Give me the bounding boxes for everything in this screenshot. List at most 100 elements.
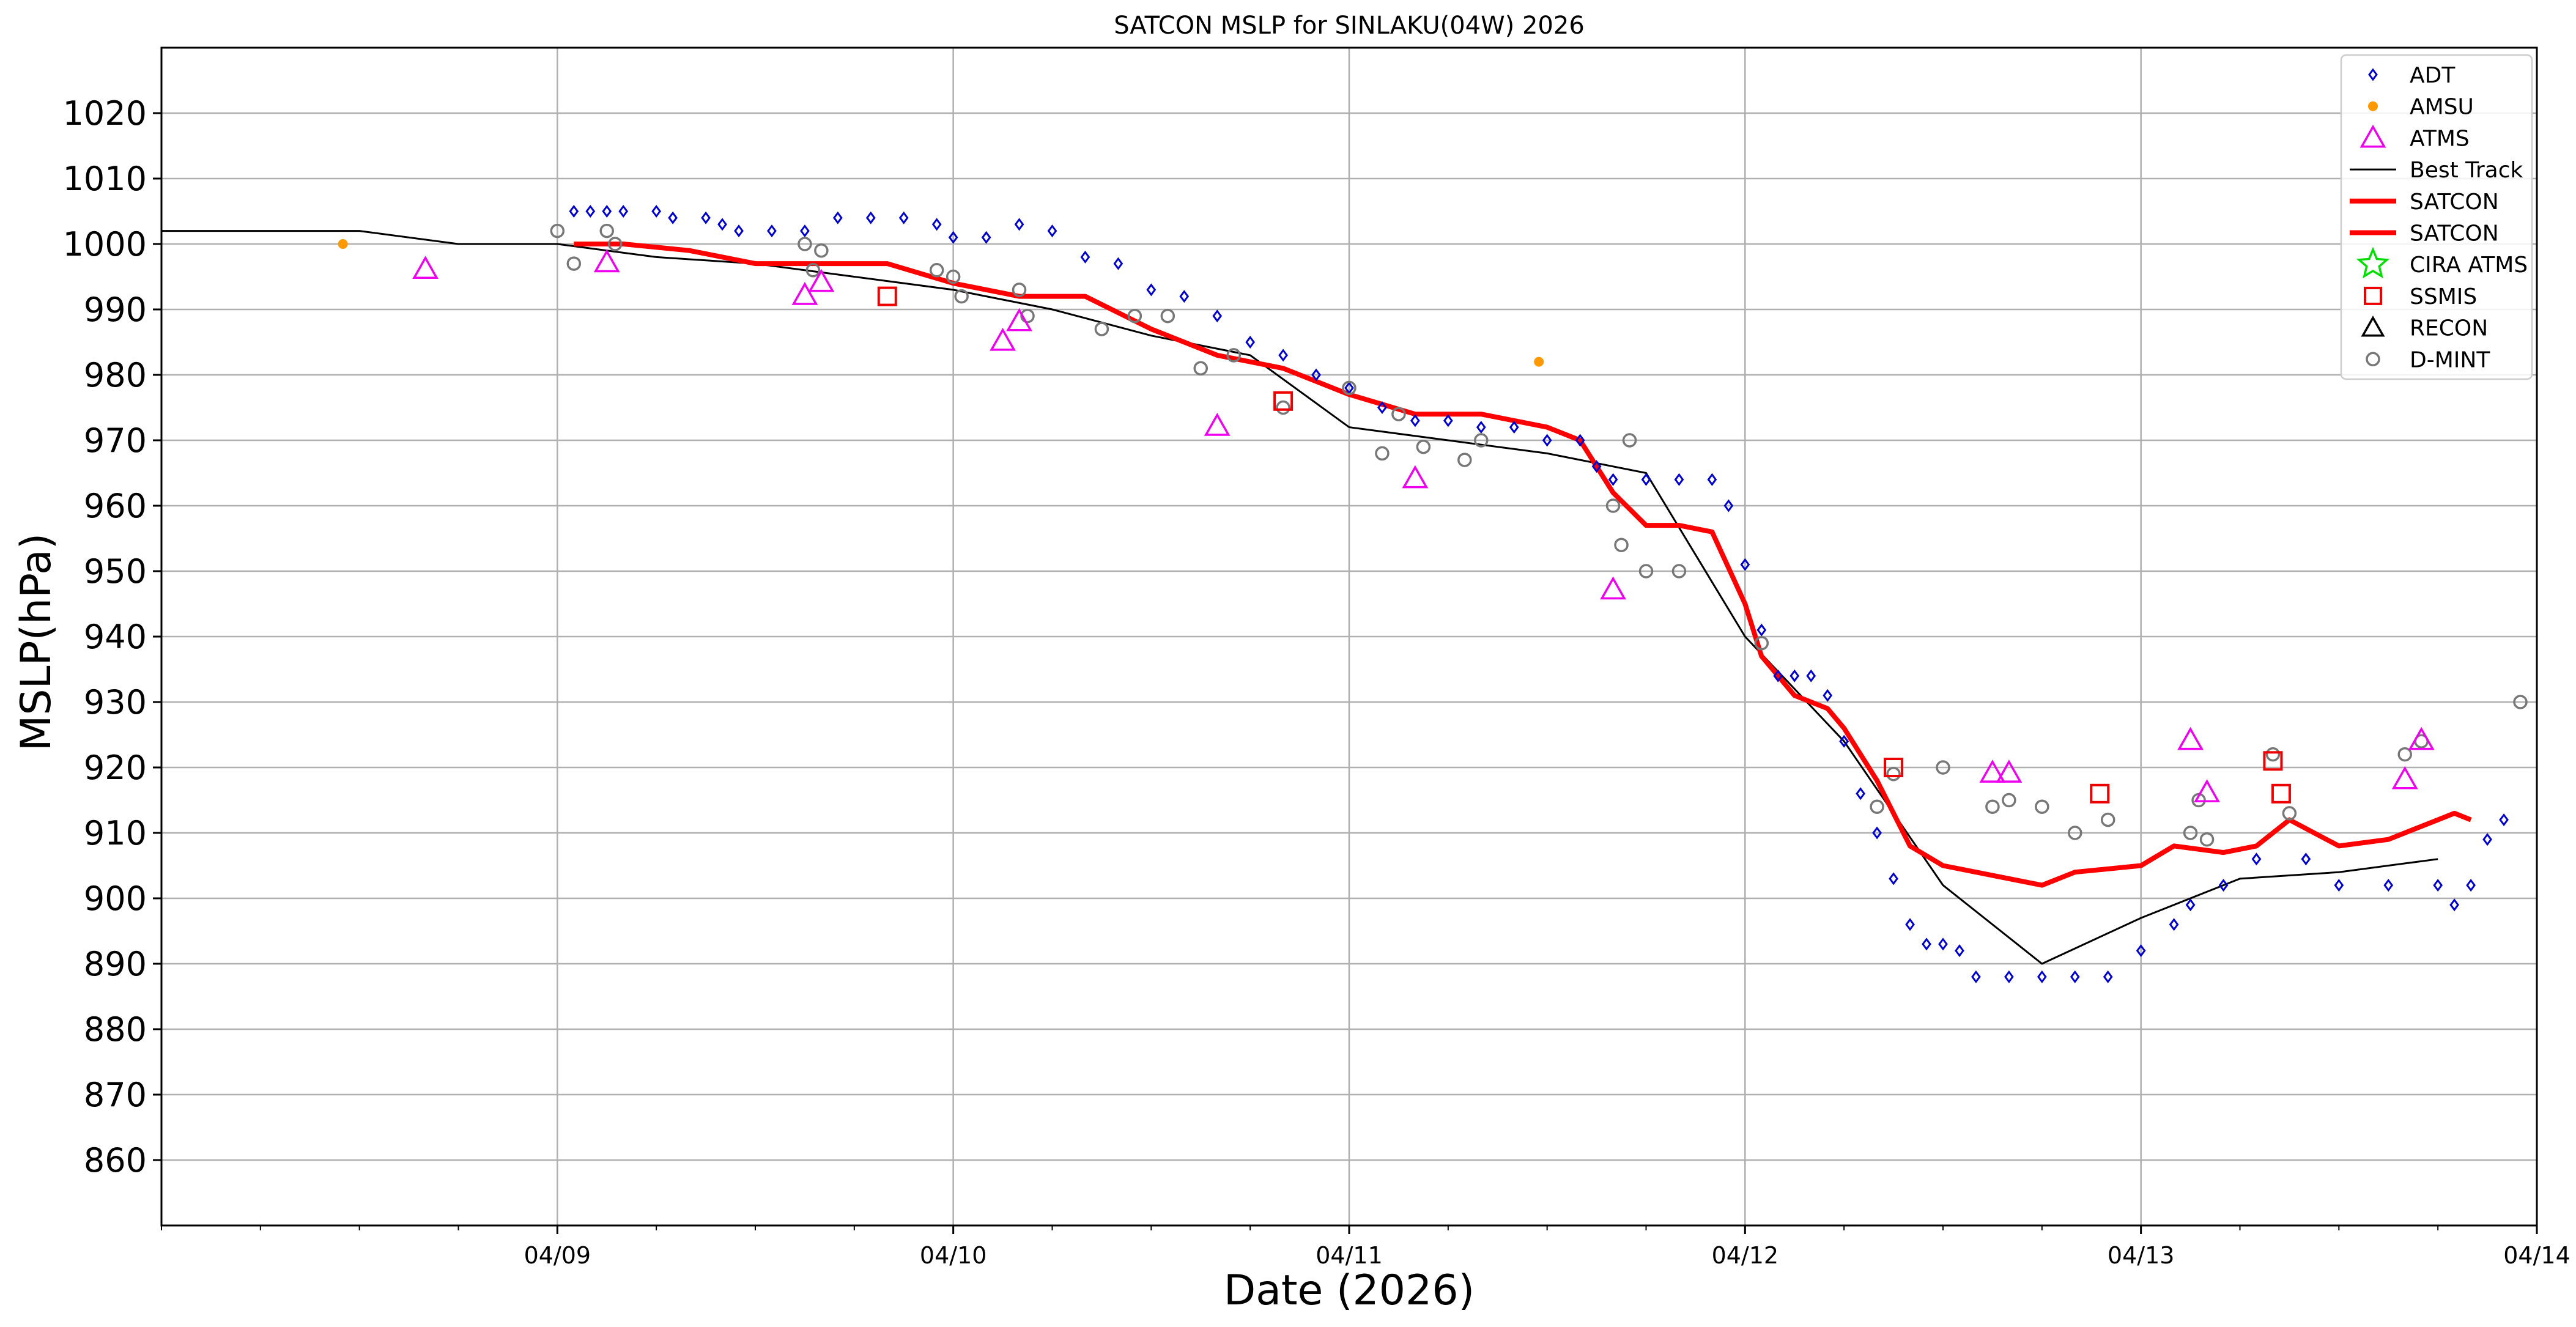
- adt-point: [1922, 937, 1931, 951]
- y-tick-label: 1010: [63, 160, 147, 198]
- y-tick-label: 920: [84, 749, 147, 787]
- d-mint-point: [1638, 564, 1654, 578]
- legend-label-ssmis: SSMIS: [2410, 284, 2477, 309]
- d-mint-point: [1671, 564, 1687, 578]
- d-mint-point: [2282, 806, 2297, 821]
- adt-point: [948, 231, 958, 244]
- adt-point: [1377, 401, 1387, 414]
- legend-label-satcon: SATCON: [2410, 221, 2499, 246]
- y-tick-label: 870: [84, 1076, 147, 1114]
- legend-label-cira-atms: CIRA ATMS: [2410, 253, 2528, 278]
- adt-point: [1790, 669, 1800, 682]
- atms-point: [1006, 308, 1032, 331]
- y-tick-label: 950: [84, 552, 147, 591]
- d-mint-point: [2199, 832, 2215, 847]
- d-mint-point: [2100, 812, 2115, 827]
- legend-marker-amsu: [2368, 101, 2378, 111]
- adt-point: [898, 211, 909, 224]
- adt-point: [701, 211, 711, 224]
- y-tick-label: 980: [84, 356, 147, 394]
- atms-point: [2408, 726, 2435, 750]
- adt-point: [651, 205, 662, 218]
- d-mint-point: [1474, 433, 1489, 448]
- adt-point: [1278, 349, 1288, 362]
- adt-point: [2449, 898, 2460, 912]
- d-mint-point: [1622, 433, 1637, 448]
- ssmis-point: [2271, 783, 2291, 804]
- legend-marker-cira-atms: [2356, 246, 2390, 279]
- adt-point: [1905, 918, 1915, 931]
- adt-point: [2466, 879, 2476, 892]
- d-mint-point: [929, 263, 944, 278]
- adt-point: [1311, 368, 1321, 382]
- adt-point: [1080, 250, 1090, 264]
- adt-point: [618, 204, 629, 218]
- adt-point: [1476, 421, 1486, 434]
- adt-point: [2383, 879, 2394, 892]
- adt-point: [1591, 460, 1602, 473]
- chart-title: SATCON MSLP for SINLAKU(04W) 2026: [1114, 12, 1585, 40]
- ssmis-point: [877, 286, 897, 306]
- atms-point: [1979, 760, 2006, 783]
- atms-point: [1402, 465, 1429, 489]
- legend-marker-d-mint: [2366, 352, 2380, 367]
- adt-point: [1955, 944, 1964, 958]
- amsu-point: [338, 239, 348, 249]
- adt-point: [1889, 872, 1898, 885]
- x-tick-label: 04/11: [1316, 1242, 1383, 1269]
- y-tick-label: 940: [84, 618, 147, 656]
- legend-label-recon: RECON: [2410, 316, 2488, 341]
- adt-point: [585, 205, 596, 218]
- adt-point: [1938, 937, 1948, 951]
- legend-label-d-mint: D-MINT: [2410, 347, 2490, 372]
- d-mint-point: [1416, 439, 1431, 454]
- d-mint-point: [814, 243, 829, 258]
- d-mint-point: [1226, 348, 1241, 363]
- legend-label-satcon: SATCON: [2410, 190, 2499, 215]
- adt-point: [2004, 970, 2014, 983]
- adt-point: [832, 211, 843, 224]
- satcon-line: [574, 242, 2472, 888]
- d-mint-point: [954, 289, 969, 304]
- y-tick-label: 880: [84, 1010, 147, 1049]
- adt-point: [2218, 879, 2229, 892]
- adt-point: [1806, 669, 1816, 682]
- best-track-line: [161, 230, 2438, 965]
- adt-point: [602, 205, 612, 218]
- adt-point: [1773, 669, 1783, 682]
- legend-marker-atms: [2359, 124, 2386, 148]
- d-mint-point: [2035, 799, 2049, 814]
- amsu-point: [1534, 357, 1544, 367]
- x-tick-label: 04/10: [920, 1242, 987, 1269]
- atms-point: [593, 249, 620, 273]
- d-mint-point: [1012, 283, 1027, 297]
- adt-point: [2251, 852, 2262, 866]
- adt-point: [2334, 879, 2344, 892]
- adt-point: [1212, 309, 1223, 323]
- adt-point: [734, 224, 744, 238]
- plot-frame: [160, 46, 2538, 1227]
- adt-point: [1856, 787, 1866, 800]
- d-mint-point: [2397, 747, 2412, 762]
- adt-point: [1344, 381, 1354, 394]
- y-tick-label: 930: [84, 683, 147, 722]
- atms-point: [1204, 413, 1231, 436]
- x-axis-label: Date (2026): [1224, 1266, 1475, 1315]
- adt-point: [865, 211, 876, 224]
- legend-marker-ssmis: [2364, 286, 2382, 305]
- tick-layer: 860 870 880 890 900 910 920 930 940 950 960 970 980 9…: [63, 94, 2570, 1269]
- y-axis-label: MSLP(hPa): [12, 533, 61, 752]
- adt-point: [668, 211, 678, 224]
- d-mint-point: [1985, 799, 2000, 814]
- d-mint-point: [566, 256, 582, 271]
- d-mint-point: [1391, 407, 1406, 421]
- d-mint-point: [2183, 826, 2198, 840]
- legend: ADT AMSU ATMS Best Track SATCON SATCON CIRA AT…: [2340, 54, 2533, 380]
- y-tick-label: 970: [84, 421, 147, 460]
- adt-point: [1872, 826, 1882, 840]
- adt-point: [1723, 499, 1734, 512]
- d-mint-point: [1193, 361, 1208, 376]
- adt-point: [2482, 833, 2492, 846]
- adt-point: [1707, 473, 1717, 486]
